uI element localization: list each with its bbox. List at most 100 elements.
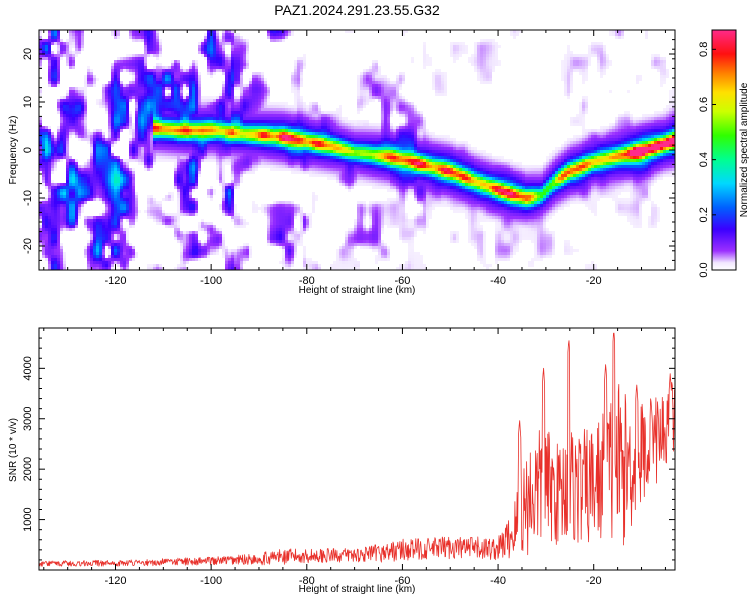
heatmap-cell	[111, 132, 114, 135]
heatmap-cell	[159, 159, 162, 162]
heatmap-cell	[132, 72, 135, 75]
heatmap-cell	[318, 150, 321, 153]
heatmap-cell	[255, 159, 258, 162]
heatmap-cell	[69, 174, 72, 177]
heatmap-cell	[123, 69, 126, 72]
heatmap-cell	[246, 96, 249, 99]
heatmap-cell	[291, 132, 294, 135]
heatmap-cell	[273, 234, 276, 237]
heatmap-cell	[306, 120, 309, 123]
heatmap-cell	[246, 255, 249, 258]
heatmap-cell	[186, 147, 189, 150]
heatmap-cell	[180, 231, 183, 234]
heatmap-cell	[315, 120, 318, 123]
heatmap-cell	[45, 147, 48, 150]
heatmap-cell	[84, 180, 87, 183]
heatmap-cell	[72, 39, 75, 42]
heatmap-cell	[222, 117, 225, 120]
heatmap-cell	[42, 51, 45, 54]
heatmap-cell	[192, 213, 195, 216]
heatmap-cell	[300, 216, 303, 219]
heatmap-cell	[78, 105, 81, 108]
heatmap-cell	[183, 150, 186, 153]
heatmap-cell	[114, 72, 117, 75]
heatmap-cell	[168, 156, 171, 159]
heatmap-cell	[192, 63, 195, 66]
heatmap-cell	[261, 90, 264, 93]
heatmap-cell	[69, 114, 72, 117]
heatmap-cell	[312, 120, 315, 123]
heatmap-cell	[57, 213, 60, 216]
heatmap-cell	[129, 225, 132, 228]
heatmap-cell	[213, 135, 216, 138]
heatmap-cell	[114, 234, 117, 237]
heatmap-cell	[237, 63, 240, 66]
heatmap-cell	[225, 267, 228, 270]
heatmap-cell	[102, 255, 105, 258]
heatmap-cell	[99, 195, 102, 198]
heatmap-cell	[168, 153, 171, 156]
heatmap-cell	[60, 186, 63, 189]
heatmap-cell	[336, 159, 339, 162]
heatmap-cell	[213, 111, 216, 114]
heatmap-cell	[288, 267, 291, 270]
heatmap-cell	[183, 132, 186, 135]
heatmap-cell	[243, 114, 246, 117]
heatmap-cell	[276, 228, 279, 231]
heatmap-cell	[150, 198, 153, 201]
heatmap-cell	[291, 222, 294, 225]
heatmap-cell	[174, 225, 177, 228]
heatmap-cell	[249, 147, 252, 150]
heatmap-cell	[321, 126, 324, 129]
heatmap-cell	[147, 132, 150, 135]
heatmap-cell	[258, 81, 261, 84]
heatmap-cell	[222, 33, 225, 36]
heatmap-cell	[288, 252, 291, 255]
heatmap-cell	[48, 150, 51, 153]
heatmap-cell	[57, 126, 60, 129]
heatmap-cell	[309, 159, 312, 162]
heatmap-cell	[348, 168, 351, 171]
heatmap-cell	[309, 261, 312, 264]
heatmap-cell	[312, 150, 315, 153]
heatmap-cell	[111, 90, 114, 93]
heatmap-cell	[231, 42, 234, 45]
heatmap-cell	[327, 123, 330, 126]
heatmap-cell	[231, 186, 234, 189]
heatmap-cell	[294, 153, 297, 156]
heatmap-cell	[126, 234, 129, 237]
heatmap-cell	[294, 204, 297, 207]
heatmap-cell	[129, 216, 132, 219]
heatmap-cell	[162, 135, 165, 138]
heatmap-cell	[63, 42, 66, 45]
heatmap-cell	[339, 267, 342, 270]
heatmap-cell	[129, 171, 132, 174]
heatmap-cell	[147, 108, 150, 111]
heatmap-cell	[45, 183, 48, 186]
heatmap-cell	[249, 99, 252, 102]
heatmap-cell	[57, 42, 60, 45]
heatmap-cell	[339, 258, 342, 261]
heatmap-cell	[312, 261, 315, 264]
heatmap-cell	[288, 147, 291, 150]
heatmap-cell	[201, 117, 204, 120]
heatmap-cell	[342, 159, 345, 162]
heatmap-cell	[51, 219, 54, 222]
heatmap-cell	[171, 78, 174, 81]
heatmap-cell	[78, 117, 81, 120]
heatmap-cell	[315, 105, 318, 108]
heatmap-cell	[285, 249, 288, 252]
heatmap-cell	[216, 174, 219, 177]
heatmap-cell	[318, 117, 321, 120]
heatmap-cell	[327, 153, 330, 156]
heatmap-cell	[243, 141, 246, 144]
heatmap-cell	[312, 138, 315, 141]
heatmap-cell	[132, 213, 135, 216]
heatmap-cell	[87, 267, 90, 270]
heatmap-cell	[183, 126, 186, 129]
heatmap-cell	[171, 96, 174, 99]
heatmap-cell	[129, 186, 132, 189]
heatmap-cell	[108, 162, 111, 165]
heatmap-cell	[306, 150, 309, 153]
heatmap-cell	[42, 132, 45, 135]
